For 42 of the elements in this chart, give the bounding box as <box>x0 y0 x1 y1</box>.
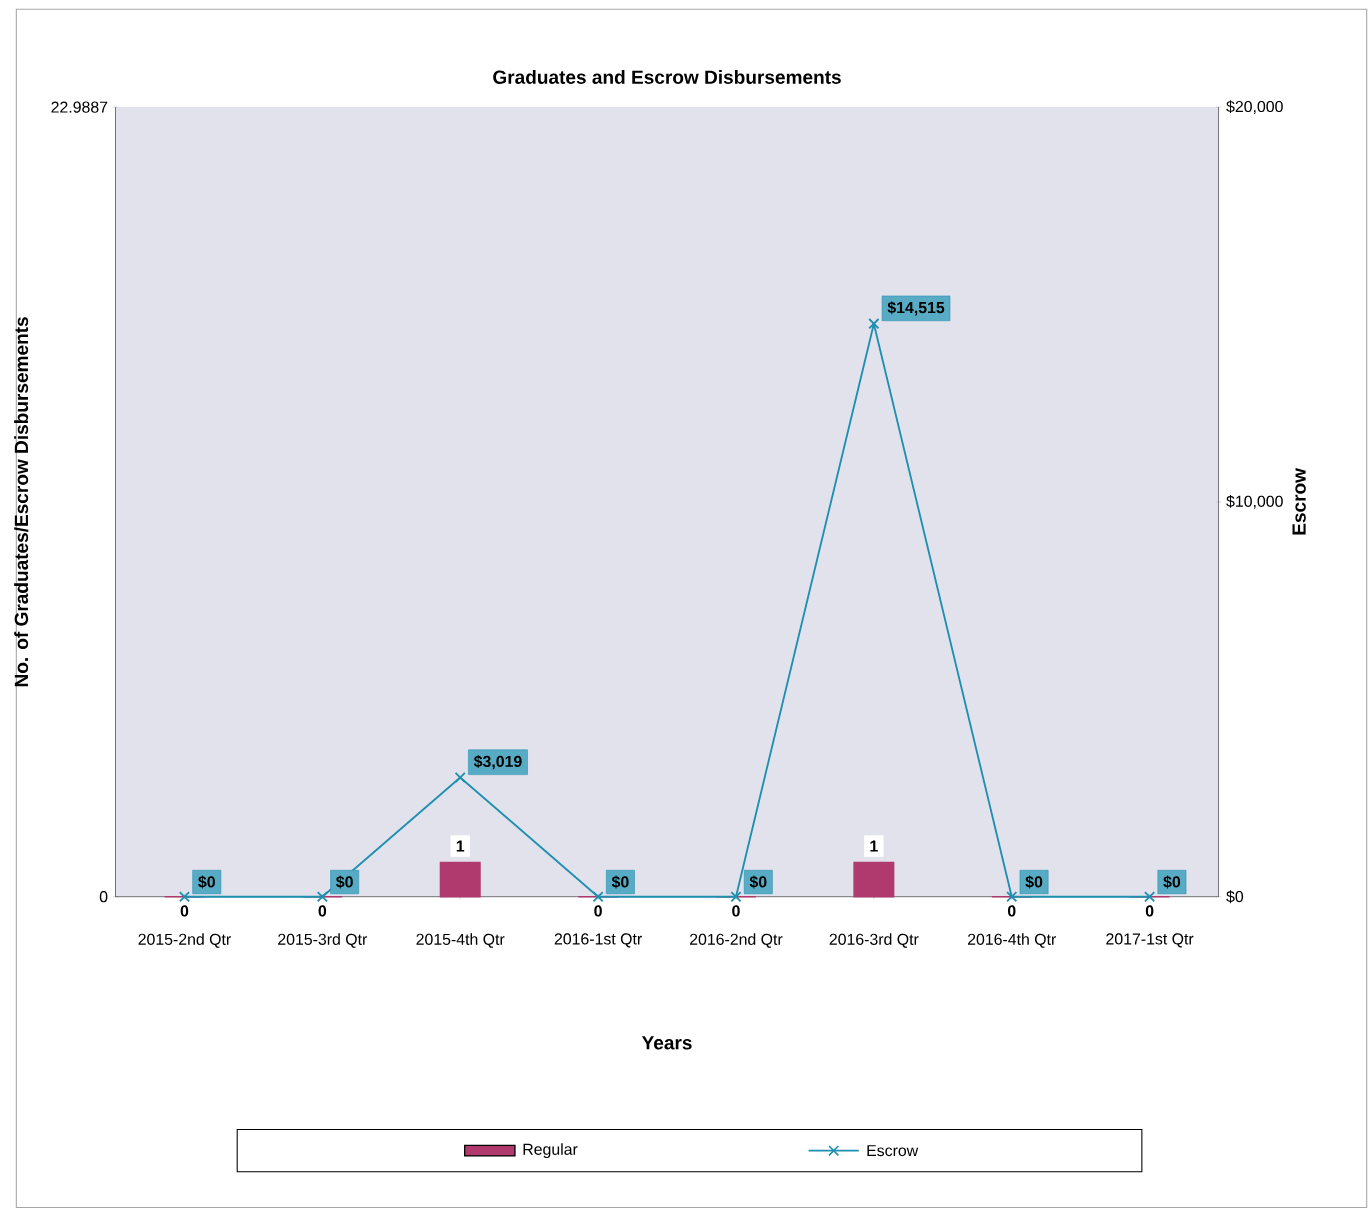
point <box>868 317 880 330</box>
x-tick-label: 2016-3rd Qtr <box>829 933 919 948</box>
x-tick-label: 2016-1st Qtr <box>554 933 642 948</box>
point <box>1144 891 1156 903</box>
chart-title: Graduates and Escrow Disbursements <box>493 69 841 84</box>
point <box>316 891 328 903</box>
y2-axis-title: Escrow <box>1292 467 1306 535</box>
y-tick-label: 22.9887 <box>51 101 108 113</box>
point <box>454 771 466 784</box>
data-label: $0 <box>336 875 353 889</box>
data-label: 0 <box>1007 905 1016 917</box>
data-label: 0 <box>180 905 189 917</box>
legend-label: Escrow <box>867 1145 919 1157</box>
x-axis-title: Years <box>641 1036 692 1050</box>
data-label: $0 <box>1025 875 1043 889</box>
legend-label: Regular <box>523 1143 578 1158</box>
data-label: $0 <box>749 875 767 889</box>
data-label: $14,515 <box>887 301 945 316</box>
y2-tick-label: $10,000 <box>1226 494 1283 509</box>
x-tick-label: 2015-4th Qtr <box>416 933 505 948</box>
x-tick-label: 2016-4th Qtr <box>967 933 1057 948</box>
y-axis-title: No. of Graduates/Escrow Disbursements <box>14 317 29 687</box>
point <box>178 891 191 903</box>
x-tick-label: 2016-2nd Qtr <box>690 933 783 948</box>
data-label: 0 <box>732 905 740 917</box>
x-tick-label: 2015-2nd Qtr <box>138 933 231 948</box>
point <box>1006 891 1018 903</box>
data-label: 1 <box>456 840 465 852</box>
data-label: $0 <box>611 875 629 889</box>
x-tick-label: 2017-1st Qtr <box>1106 933 1194 948</box>
y2-tick-label: $20,000 <box>1226 100 1283 114</box>
data-label: $3,019 <box>473 755 522 770</box>
data-label: 0 <box>594 905 602 917</box>
data-label: 1 <box>870 840 878 852</box>
point <box>592 891 604 903</box>
x-tick-label: 2015-3rd Qtr <box>278 933 368 948</box>
data-label: 0 <box>318 905 327 917</box>
data-label: $0 <box>198 875 215 889</box>
data-label: $0 <box>1163 875 1181 889</box>
y2-tick-label: $0 <box>1226 890 1244 904</box>
point <box>730 891 742 903</box>
data-label: 0 <box>1145 905 1154 917</box>
